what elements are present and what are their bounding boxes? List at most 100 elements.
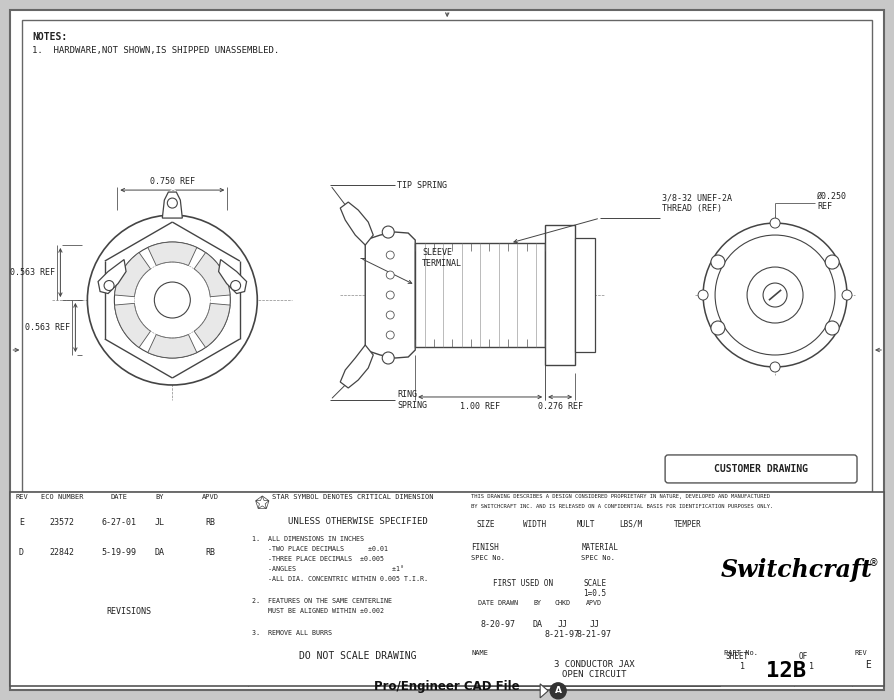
- Text: WIDTH: WIDTH: [523, 520, 546, 529]
- Text: E: E: [19, 518, 24, 527]
- Circle shape: [383, 226, 394, 238]
- FancyBboxPatch shape: [665, 455, 857, 483]
- Text: -ANGLES                        ±1°: -ANGLES ±1°: [252, 566, 404, 572]
- Circle shape: [825, 321, 839, 335]
- Text: RING
SPRING: RING SPRING: [397, 391, 427, 409]
- Circle shape: [386, 251, 394, 259]
- Polygon shape: [256, 496, 262, 500]
- Text: BY: BY: [155, 494, 164, 500]
- Text: 5-19-99: 5-19-99: [102, 548, 137, 557]
- Text: APVD: APVD: [202, 494, 219, 500]
- Circle shape: [167, 198, 177, 208]
- Circle shape: [114, 242, 231, 358]
- Wedge shape: [194, 303, 230, 347]
- Circle shape: [386, 311, 394, 319]
- Polygon shape: [341, 202, 373, 245]
- Text: 1.  ALL DIMENSIONS IN INCHES: 1. ALL DIMENSIONS IN INCHES: [252, 536, 364, 542]
- Text: 0.750 REF: 0.750 REF: [150, 177, 195, 186]
- Polygon shape: [258, 506, 266, 509]
- Text: OPEN CIRCUIT: OPEN CIRCUIT: [562, 670, 627, 679]
- Text: -ALL DIA. CONCENTRIC WITHIN 0.005 T.I.R.: -ALL DIA. CONCENTRIC WITHIN 0.005 T.I.R.: [252, 576, 428, 582]
- Circle shape: [104, 281, 114, 290]
- Text: SHEET: SHEET: [725, 652, 748, 661]
- Text: DATE DRAWN: DATE DRAWN: [478, 600, 519, 606]
- Circle shape: [386, 291, 394, 299]
- Text: 22842: 22842: [50, 548, 75, 557]
- Bar: [22, 20, 872, 492]
- Polygon shape: [163, 192, 182, 218]
- Text: FIRST USED ON: FIRST USED ON: [493, 579, 553, 588]
- Text: 1: 1: [809, 662, 814, 671]
- Polygon shape: [540, 684, 548, 698]
- Text: DA: DA: [155, 548, 164, 557]
- Text: DATE: DATE: [111, 494, 128, 500]
- Text: JJ
8-21-97: JJ 8-21-97: [544, 620, 579, 639]
- Text: 6-27-01: 6-27-01: [102, 518, 137, 527]
- Bar: [11, 492, 884, 686]
- Text: BY: BY: [533, 600, 541, 606]
- Circle shape: [383, 352, 394, 364]
- Polygon shape: [266, 500, 269, 509]
- Circle shape: [747, 267, 803, 323]
- Text: DA: DA: [532, 620, 542, 629]
- Text: APVD: APVD: [586, 600, 603, 606]
- Text: -TWO PLACE DECIMALS      ±0.01: -TWO PLACE DECIMALS ±0.01: [252, 546, 388, 552]
- Circle shape: [386, 331, 394, 339]
- Text: 1=0.5: 1=0.5: [583, 589, 606, 598]
- Text: STAR SYMBOL DENOTES CRITICAL DIMENSION: STAR SYMBOL DENOTES CRITICAL DIMENSION: [273, 494, 434, 500]
- Text: BY SWITCHCRAFT INC. AND IS RELEASED ON A CONFIDENTIAL BASIS FOR IDENTIFICATION P: BY SWITCHCRAFT INC. AND IS RELEASED ON A…: [471, 504, 773, 509]
- Polygon shape: [98, 260, 126, 293]
- Text: JL: JL: [155, 518, 164, 527]
- Circle shape: [842, 290, 852, 300]
- Circle shape: [711, 255, 725, 269]
- Circle shape: [386, 271, 394, 279]
- Text: CUSTOMER DRAWING: CUSTOMER DRAWING: [714, 464, 808, 474]
- Text: 3/8-32 UNEF-2A
THREAD (REF): 3/8-32 UNEF-2A THREAD (REF): [662, 194, 732, 213]
- Wedge shape: [148, 335, 197, 358]
- Text: 12B: 12B: [766, 661, 806, 681]
- Text: JJ
8-21-97: JJ 8-21-97: [577, 620, 611, 639]
- Text: E: E: [865, 660, 871, 670]
- Text: SPEC No.: SPEC No.: [471, 555, 505, 561]
- Text: MATERIAL: MATERIAL: [581, 543, 618, 552]
- Text: MUST BE ALIGNED WITHIN ±0.002: MUST BE ALIGNED WITHIN ±0.002: [252, 608, 384, 614]
- Text: -THREE PLACE DECIMALS  ±0.005: -THREE PLACE DECIMALS ±0.005: [252, 556, 384, 562]
- Text: NOTES:: NOTES:: [32, 32, 68, 42]
- Text: DO NOT SCALE DRAWING: DO NOT SCALE DRAWING: [299, 651, 417, 661]
- Text: REV: REV: [15, 494, 28, 500]
- Circle shape: [155, 282, 190, 318]
- Text: 0.563 REF: 0.563 REF: [25, 323, 71, 332]
- Circle shape: [231, 281, 240, 290]
- Wedge shape: [114, 303, 150, 347]
- Text: SCALE: SCALE: [583, 579, 606, 588]
- Circle shape: [715, 235, 835, 355]
- Text: 3.  REMOVE ALL BURRS: 3. REMOVE ALL BURRS: [252, 630, 333, 636]
- Text: UNLESS OTHERWISE SPECIFIED: UNLESS OTHERWISE SPECIFIED: [289, 517, 428, 526]
- Wedge shape: [148, 242, 197, 265]
- Text: PART No.: PART No.: [724, 650, 758, 656]
- Text: Pro/Engineer CAD File: Pro/Engineer CAD File: [375, 680, 520, 693]
- Wedge shape: [194, 253, 230, 297]
- Circle shape: [825, 255, 839, 269]
- Bar: [415, 243, 545, 347]
- Text: Switchcraft: Switchcraft: [721, 558, 873, 582]
- Text: CHKD: CHKD: [554, 600, 570, 606]
- Text: 0.563 REF: 0.563 REF: [11, 268, 55, 277]
- Text: REVISIONS: REVISIONS: [107, 607, 152, 616]
- Text: TIP SPRING: TIP SPRING: [397, 181, 447, 190]
- Text: 0.276 REF: 0.276 REF: [537, 402, 583, 411]
- Circle shape: [88, 215, 257, 385]
- Text: LBS/M: LBS/M: [620, 520, 643, 529]
- Text: 1.00 REF: 1.00 REF: [460, 402, 500, 411]
- Polygon shape: [262, 496, 269, 500]
- Text: RB: RB: [206, 548, 215, 557]
- Circle shape: [763, 283, 787, 307]
- Text: ECO NUMBER: ECO NUMBER: [41, 494, 84, 500]
- Text: FINISH: FINISH: [471, 543, 499, 552]
- Text: NAME: NAME: [471, 650, 488, 656]
- Text: A: A: [554, 686, 561, 695]
- Text: Ø0.250
REF: Ø0.250 REF: [817, 191, 847, 211]
- Text: OF: OF: [798, 652, 808, 661]
- Circle shape: [698, 290, 708, 300]
- Wedge shape: [114, 253, 150, 297]
